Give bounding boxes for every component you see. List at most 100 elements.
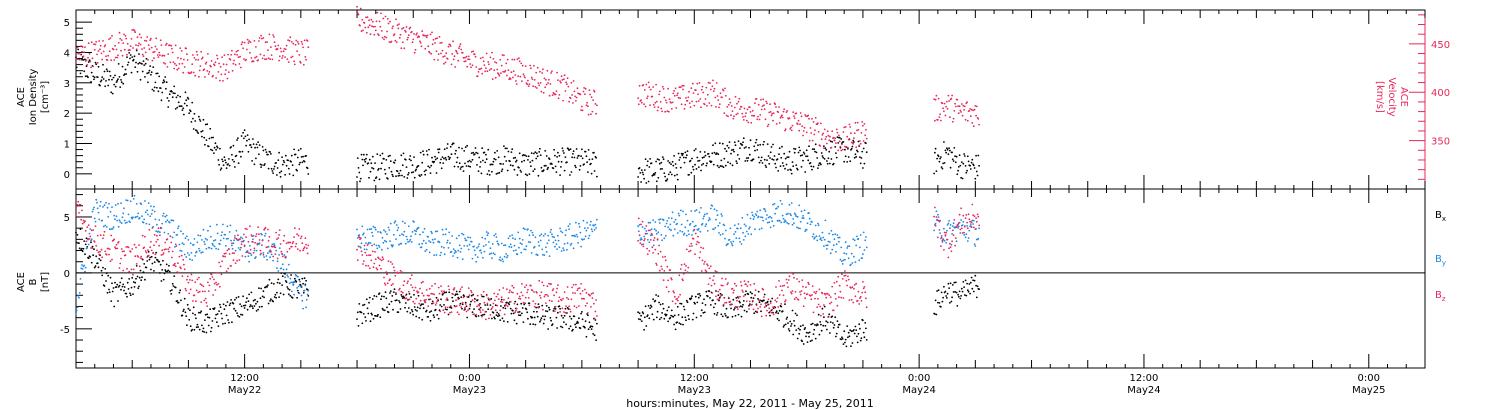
point-bx — [250, 291, 253, 294]
point-by — [282, 268, 285, 271]
point-by — [700, 207, 702, 209]
point-bz — [371, 244, 373, 247]
point-ion-density — [119, 86, 122, 88]
point-bx — [657, 295, 660, 297]
point-ion-density — [171, 90, 173, 93]
point-velocity — [466, 65, 469, 68]
point-bz — [581, 290, 584, 292]
point-velocity — [949, 116, 951, 119]
point-ion-density — [814, 143, 817, 146]
point-ion-density — [655, 180, 658, 183]
point-velocity — [724, 87, 726, 90]
point-ion-density — [823, 145, 825, 148]
point-bz — [552, 288, 555, 290]
point-bz — [131, 248, 134, 250]
point-by — [529, 241, 532, 244]
point-velocity — [645, 83, 648, 86]
point-bx — [76, 234, 79, 236]
point-bx — [548, 308, 551, 311]
point-ion-density — [243, 129, 246, 132]
point-ion-density — [731, 164, 734, 167]
point-ion-density — [117, 63, 120, 65]
point-velocity — [733, 106, 736, 109]
point-bz — [425, 289, 428, 291]
point-ion-density — [967, 160, 970, 163]
point-ion-density — [168, 93, 171, 96]
point-ion-density — [736, 162, 738, 165]
point-bz — [383, 276, 385, 279]
point-velocity — [643, 89, 646, 91]
point-bx — [113, 305, 116, 308]
point-ion-density — [292, 174, 295, 177]
point-velocity — [700, 88, 703, 91]
point-ion-density — [168, 100, 170, 102]
point-bz — [184, 287, 187, 290]
point-velocity — [416, 36, 419, 39]
point-bz — [442, 309, 445, 312]
point-velocity — [168, 44, 171, 47]
point-bz — [446, 297, 448, 300]
point-ion-density — [377, 167, 380, 170]
point-velocity — [374, 25, 376, 28]
point-by — [117, 225, 120, 228]
point-by — [147, 202, 150, 205]
point-velocity — [286, 58, 289, 60]
point-velocity — [953, 110, 956, 112]
point-ion-density — [724, 147, 726, 150]
point-ion-density — [513, 168, 516, 171]
point-velocity — [812, 121, 815, 123]
point-bx — [826, 328, 828, 331]
point-ion-density — [820, 152, 823, 154]
point-bx — [804, 327, 807, 329]
point-bz — [393, 269, 396, 272]
point-velocity — [122, 42, 125, 44]
point-velocity — [292, 42, 295, 45]
point-velocity — [371, 20, 374, 23]
point-by — [267, 252, 269, 255]
point-ion-density — [476, 152, 479, 155]
point-ion-density — [423, 170, 426, 173]
point-velocity — [798, 129, 801, 132]
point-velocity — [523, 75, 526, 77]
point-velocity — [975, 105, 978, 108]
point-bx — [411, 310, 414, 313]
point-by — [442, 233, 445, 236]
point-by — [384, 230, 387, 233]
point-velocity — [130, 38, 133, 40]
point-ion-density — [812, 165, 815, 168]
point-bz — [516, 292, 519, 295]
point-velocity — [559, 80, 561, 82]
point-by — [446, 241, 448, 244]
point-velocity — [429, 33, 432, 36]
point-by — [746, 213, 749, 216]
point-velocity — [939, 113, 941, 116]
point-velocity — [710, 104, 713, 107]
point-bz — [589, 294, 591, 297]
point-bx — [718, 299, 720, 302]
point-bx — [209, 308, 212, 311]
point-ion-density — [265, 151, 268, 154]
point-velocity — [120, 49, 122, 52]
point-velocity — [933, 98, 935, 100]
point-ion-density — [814, 150, 816, 153]
point-bz — [306, 252, 309, 255]
point-bz — [507, 297, 510, 300]
point-bx — [87, 257, 90, 260]
point-bz — [144, 250, 147, 252]
point-bz — [295, 242, 298, 245]
point-bx — [771, 297, 774, 300]
point-ion-density — [817, 164, 820, 167]
point-ion-density — [171, 96, 174, 99]
point-bx — [644, 305, 647, 308]
point-bx — [965, 294, 968, 297]
point-by — [827, 240, 830, 243]
point-by — [395, 238, 397, 241]
point-by — [93, 206, 95, 209]
point-velocity — [510, 71, 513, 74]
point-velocity — [176, 68, 179, 71]
point-by — [721, 215, 723, 217]
point-bz — [469, 305, 472, 307]
point-bx — [962, 281, 965, 283]
point-by — [419, 233, 421, 236]
point-bx — [120, 277, 123, 280]
